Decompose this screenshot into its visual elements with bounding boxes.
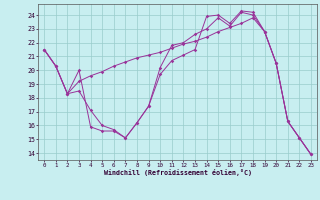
X-axis label: Windchill (Refroidissement éolien,°C): Windchill (Refroidissement éolien,°C) <box>104 169 252 176</box>
